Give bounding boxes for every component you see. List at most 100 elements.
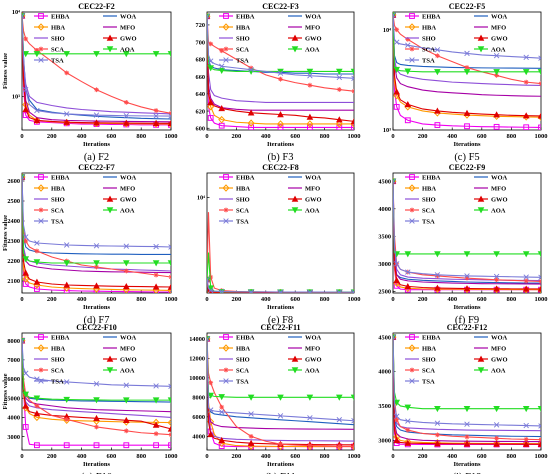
legend-label: GWO (120, 196, 137, 203)
series-marker (404, 282, 412, 290)
series-group (393, 12, 541, 130)
series-line-mfo (22, 340, 171, 413)
legend-label: SCA (236, 46, 249, 53)
series-group (393, 177, 541, 293)
legend-marker (291, 207, 299, 214)
series-marker (464, 273, 470, 279)
legend-label: AOA (120, 46, 135, 53)
series-group (22, 12, 171, 128)
series-line-gwo (22, 15, 171, 124)
y-tick-label: 4500 (378, 178, 391, 185)
series-line-sho (22, 15, 171, 115)
series-marker (33, 51, 41, 58)
series-marker (277, 394, 284, 401)
legend-label: EHBA (422, 334, 441, 341)
series-line-mfo (393, 337, 541, 443)
series-marker (435, 432, 440, 438)
series-marker (277, 111, 284, 118)
series-marker (277, 413, 284, 419)
legend-label: GWO (305, 35, 322, 42)
y-tick-label: 2600 (7, 178, 20, 185)
series-marker (537, 439, 541, 448)
x-tick-label: 200 (47, 133, 57, 140)
series-marker (464, 275, 470, 281)
series-marker (523, 79, 529, 85)
x-tick-label: 200 (418, 133, 428, 140)
legend-marker (409, 378, 415, 384)
legend-marker (477, 46, 485, 53)
legend-marker (223, 207, 229, 213)
series-marker (247, 439, 255, 446)
legend-marker (291, 367, 299, 374)
series-marker (335, 394, 343, 401)
series-marker (207, 115, 214, 121)
series-line-tsa (393, 181, 541, 278)
chart-title: CEC22-F11 (261, 323, 301, 332)
series-marker (393, 276, 401, 284)
legend-marker (408, 344, 416, 352)
legend-label: MFO (120, 185, 135, 192)
series-marker (434, 440, 441, 447)
series-marker (167, 260, 171, 267)
series-marker (494, 277, 499, 283)
series-marker (22, 174, 25, 180)
series-marker (336, 417, 343, 423)
series-marker (493, 111, 500, 118)
series-marker (463, 251, 471, 258)
legend-marker (106, 195, 114, 202)
series-marker (153, 272, 159, 278)
series-marker (537, 440, 541, 447)
series-marker (464, 123, 470, 130)
y-tick-label: 10³ (12, 94, 20, 101)
y-tick-label: 6000 (7, 376, 20, 383)
legend-label: EHBA (236, 174, 255, 181)
series-line-ehba (207, 338, 354, 448)
series-line-aoa (393, 181, 541, 255)
series-marker (218, 105, 226, 112)
series-marker (22, 13, 25, 19)
series-line-sca (207, 338, 354, 447)
legend-label: MFO (120, 24, 135, 31)
chart-panel: CEC22-F7 0 200 400 600 800 1000 Iterations 2100 2… (2, 163, 178, 326)
series-line-sca (22, 15, 171, 114)
series-marker (538, 274, 541, 281)
legend: EHBA WOA HBA MFO SHO GWO SCA AOA TSA (34, 174, 137, 225)
x-tick-label: 400 (261, 453, 271, 460)
legend-marker (409, 46, 415, 52)
series-marker (122, 260, 130, 267)
series-marker (523, 274, 529, 280)
series-marker (350, 394, 354, 401)
x-tick-label: 400 (447, 296, 457, 303)
series-marker (463, 69, 471, 76)
series-marker (278, 76, 283, 82)
series-marker (93, 51, 100, 58)
series-marker (393, 88, 401, 95)
series-marker (335, 120, 343, 128)
series-marker (537, 112, 541, 119)
y-tick-label: 2300 (7, 238, 20, 245)
legend: EHBA WOA HBA MFO SHO GWO SCA AOA TSA (405, 174, 508, 225)
legend: EHBA WOA HBA MFO SHO GWO SCA AOA TSA (219, 13, 322, 64)
legend: EHBA WOA HBA MFO SHO GWO SCA AOA TSA (219, 334, 322, 385)
series-marker (22, 106, 30, 113)
legend-label: SCA (236, 207, 249, 214)
legend-marker (38, 334, 44, 340)
legend-marker (223, 378, 229, 384)
legend-label: MFO (491, 345, 506, 352)
series-marker (152, 421, 160, 428)
series-marker (33, 116, 41, 124)
y-tick-label: 6000 (192, 414, 205, 421)
series-marker (493, 422, 500, 428)
x-axis-label: Iterations (453, 304, 481, 311)
x-tick-label: 400 (261, 133, 271, 140)
series-marker (63, 396, 71, 403)
series-marker (207, 430, 214, 438)
series-marker (153, 442, 159, 449)
series-marker (393, 436, 401, 444)
series-marker (122, 51, 130, 58)
chart-panel: CEC22-F9 0 200 400 600 800 1000 Iterations 2500 3… (378, 163, 547, 326)
series-marker (93, 260, 100, 267)
series-marker (207, 58, 214, 64)
series-marker (152, 119, 160, 126)
